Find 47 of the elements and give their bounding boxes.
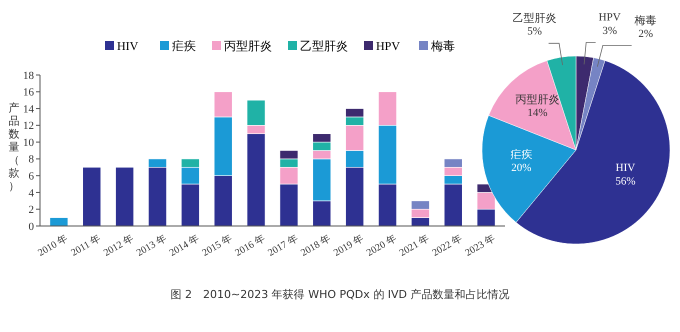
caption: 图 2 2010~2023 年获得 WHO PQDx 的 IVD 产品数量和占比情况: [170, 288, 510, 301]
data-label: 14%: [527, 107, 548, 120]
data-label: 2%: [638, 28, 654, 40]
y-tick-label: 4: [28, 187, 34, 200]
x-tick-label: 2022 年: [430, 232, 464, 259]
slice-label: 梅毒: [634, 14, 657, 27]
x-tick-label: 2020 年: [364, 232, 399, 259]
legend-label: HPV: [376, 39, 400, 53]
y-tick-label: 18: [23, 70, 34, 82]
y-tick-label: 12: [23, 120, 34, 132]
bar: [82, 166, 102, 226]
slice-label: HPV: [598, 12, 621, 24]
x-tick-label: 2021 年: [397, 232, 432, 259]
legend-label: 丙型肝炎: [224, 39, 272, 53]
slice-label: HIV: [616, 162, 636, 174]
slice-label: 疟疾: [510, 148, 532, 162]
slice-label: 丙型肝炎: [515, 94, 560, 106]
y-tick-label: 14: [23, 103, 34, 116]
x-tick-label: 2018 年: [298, 232, 333, 259]
y-tick-label: 16: [23, 86, 34, 99]
data-label: 20%: [511, 162, 532, 174]
x-tick-label: 2014 年: [167, 232, 202, 259]
x-tick-label: 2016 年: [232, 232, 268, 259]
y-tick-label: 6: [28, 170, 34, 183]
y-tick-label: 0: [28, 220, 34, 233]
slice-label: 乙型肝炎: [512, 12, 557, 25]
data-label: 56%: [615, 175, 636, 188]
y-tick-label: 8: [28, 154, 34, 166]
bar: [115, 166, 134, 226]
x-tick-label: 2019 年: [332, 232, 366, 259]
legend-label: 梅毒: [430, 39, 455, 53]
x-tick-label: 2013 年: [134, 232, 168, 259]
y-tick-label: 10: [23, 136, 34, 149]
x-tick-label: 2011 年: [68, 232, 103, 259]
y-axis-title: 产品数量（款）: [8, 102, 20, 192]
data-label: 5%: [527, 26, 542, 38]
x-tick-label: 2023 年: [462, 232, 498, 259]
data-label: 3%: [602, 24, 618, 37]
y-tick-label: 2: [28, 204, 34, 216]
legend-label: 疟疾: [172, 39, 196, 53]
x-tick-label: 2012 年: [101, 232, 136, 259]
x-tick-label: 2015 年: [200, 232, 234, 259]
legend-label: HIV: [117, 39, 139, 53]
x-tick-label: 2010 年: [36, 232, 70, 259]
bar: [50, 217, 68, 226]
legend-label: 乙型肝炎: [300, 39, 348, 53]
x-tick-label: 2017 年: [266, 232, 300, 259]
